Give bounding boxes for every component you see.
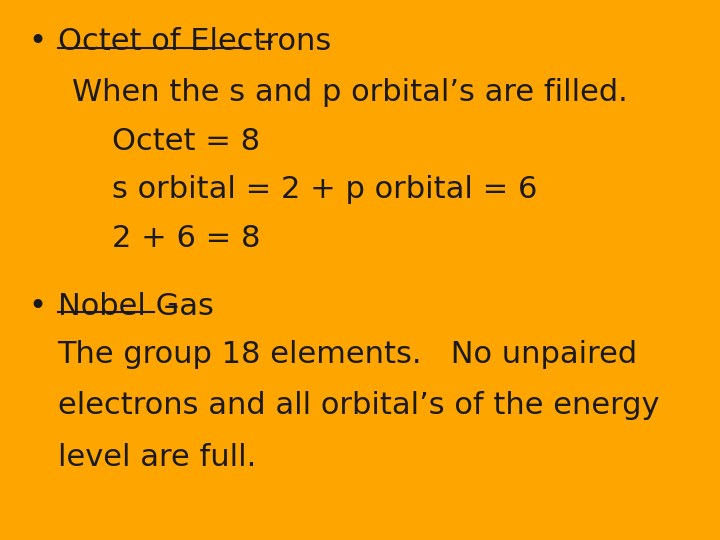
Text: Nobel Gas: Nobel Gas [58, 292, 213, 321]
Text: When the s and p orbital’s are filled.: When the s and p orbital’s are filled. [72, 78, 628, 107]
Text: Octet of Electrons: Octet of Electrons [58, 27, 331, 56]
Text: Octet = 8: Octet = 8 [112, 127, 260, 156]
Text: electrons and all orbital’s of the energy: electrons and all orbital’s of the energ… [58, 392, 659, 421]
Text: •: • [29, 292, 47, 321]
Text: The group 18 elements.   No unpaired: The group 18 elements. No unpaired [58, 340, 638, 369]
Text: •: • [29, 27, 47, 56]
Text: –: – [249, 27, 274, 56]
Text: s orbital = 2 + p orbital = 6: s orbital = 2 + p orbital = 6 [112, 176, 537, 205]
Text: –: – [153, 292, 179, 321]
Text: 2 + 6 = 8: 2 + 6 = 8 [112, 224, 260, 253]
Text: level are full.: level are full. [58, 443, 256, 472]
